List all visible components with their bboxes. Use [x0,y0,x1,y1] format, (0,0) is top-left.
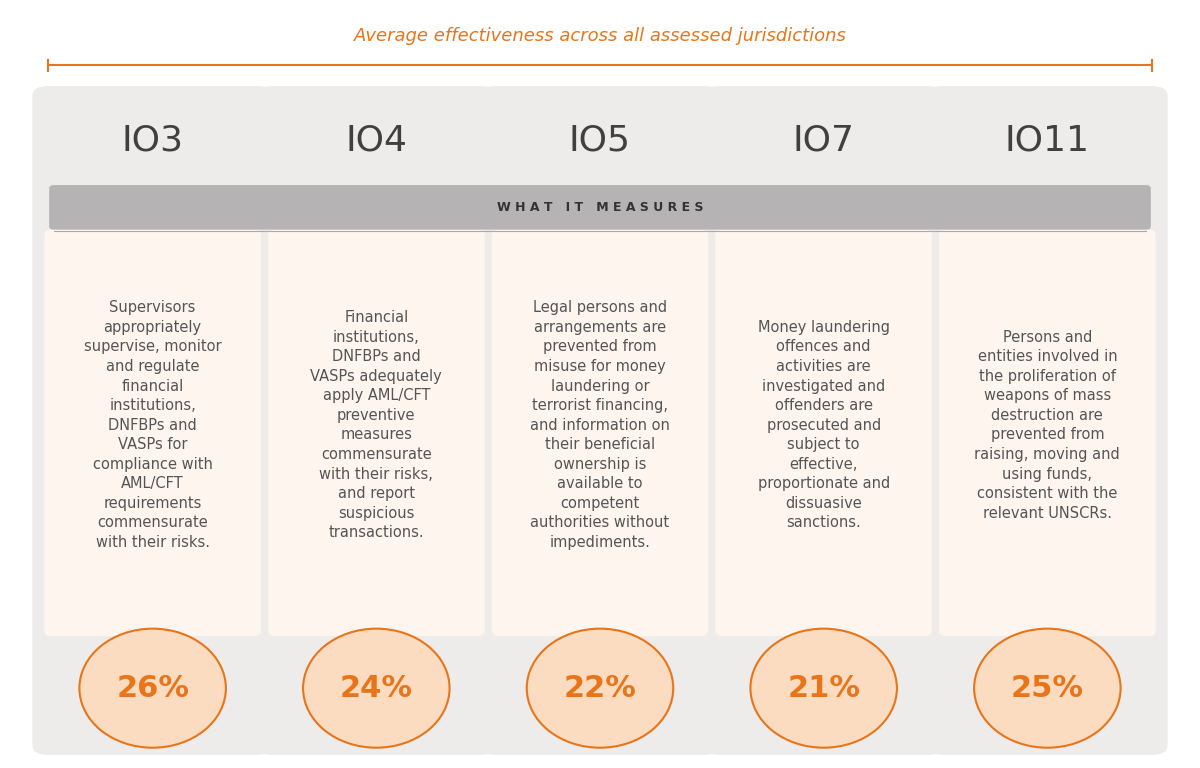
Text: Persons and
entities involved in
the proliferation of
weapons of mass
destructio: Persons and entities involved in the pro… [974,329,1121,521]
Text: IO4: IO4 [346,123,407,157]
Text: IO5: IO5 [569,123,631,157]
Text: IO11: IO11 [1004,123,1090,157]
FancyBboxPatch shape [44,230,260,636]
Text: 21%: 21% [787,674,860,703]
FancyBboxPatch shape [480,86,720,755]
Text: 24%: 24% [340,674,413,703]
Text: W H A T   I T   M E A S U R E S: W H A T I T M E A S U R E S [497,201,703,214]
Text: Money laundering
offences and
activities are
investigated and
offenders are
pros: Money laundering offences and activities… [757,319,890,531]
Text: IO3: IO3 [121,123,184,157]
Text: IO7: IO7 [793,123,854,157]
Ellipse shape [527,629,673,748]
FancyBboxPatch shape [940,230,1156,636]
Text: Supervisors
appropriately
supervise, monitor
and regulate
financial
institutions: Supervisors appropriately supervise, mon… [84,300,222,550]
FancyBboxPatch shape [715,230,932,636]
FancyBboxPatch shape [256,86,497,755]
FancyBboxPatch shape [928,86,1168,755]
Ellipse shape [750,629,896,748]
Text: Legal persons and
arrangements are
prevented from
misuse for money
laundering or: Legal persons and arrangements are preve… [530,300,670,550]
Text: Average effectiveness across all assessed jurisdictions: Average effectiveness across all assesse… [354,27,846,45]
FancyBboxPatch shape [32,86,272,755]
FancyBboxPatch shape [268,230,485,636]
Ellipse shape [304,629,450,748]
FancyBboxPatch shape [49,185,1151,230]
Text: 26%: 26% [116,674,190,703]
Text: 22%: 22% [564,674,636,703]
Ellipse shape [79,629,226,748]
FancyBboxPatch shape [703,86,944,755]
FancyBboxPatch shape [492,230,708,636]
Text: 25%: 25% [1010,674,1084,703]
Ellipse shape [974,629,1121,748]
Text: Financial
institutions,
DNFBPs and
VASPs adequately
apply AML/CFT
preventive
mea: Financial institutions, DNFBPs and VASPs… [311,310,442,540]
